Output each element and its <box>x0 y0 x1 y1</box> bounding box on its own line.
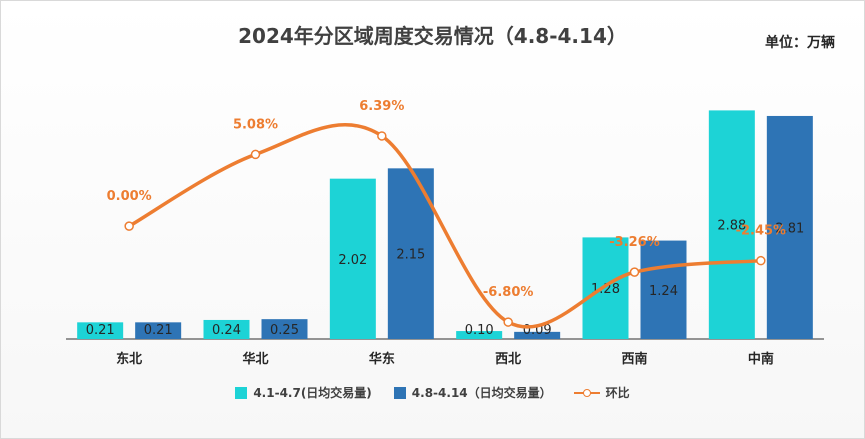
bar-value-label-1-华东: 2.02 <box>338 253 367 268</box>
bar-1-西南 <box>582 237 629 339</box>
bar-value-label-2-东北: 0.21 <box>144 323 173 338</box>
bar-2-华北 <box>261 319 308 339</box>
legend-item-mom[interactable]: 环比 <box>573 384 630 401</box>
mom-point-中南 <box>756 255 766 266</box>
unit-label: 单位：万辆 <box>765 35 835 51</box>
mom-point-东北 <box>124 221 134 231</box>
bar-1-华东 <box>329 178 376 339</box>
mom-label-华北: 5.08% <box>233 117 278 132</box>
bar-value-label-2-华北: 0.25 <box>270 323 299 338</box>
bar-1-东北 <box>77 322 124 339</box>
bar-1-华北 <box>203 319 250 339</box>
bar-value-label-1-中南: 2.88 <box>717 219 746 234</box>
bar-value-label-2-西南: 1.24 <box>649 284 678 299</box>
bar-value-label-1-东北: 0.21 <box>86 323 115 338</box>
legend-line-marker-icon <box>573 387 600 399</box>
mom-point-西北 <box>503 317 513 327</box>
legend-item-series-2[interactable]: 4.8-4.14（日均交易量） <box>393 384 552 401</box>
legend-swatch-series-1 <box>235 386 248 399</box>
chart-title: 2024年分区域周度交易情况（4.8-4.14） <box>238 24 627 48</box>
bar-value-label-1-西南: 1.28 <box>591 282 620 297</box>
bar-value-label-2-华东: 2.15 <box>396 248 425 263</box>
mom-label-华东: 6.39% <box>359 99 404 114</box>
legend: 4.1-4.7(日均交易量) 4.8-4.14（日均交易量） 环比 <box>0 384 865 401</box>
x-tick-label-华北: 华北 <box>242 351 268 367</box>
bar-2-西北 <box>514 331 561 339</box>
legend-swatch-series-2 <box>393 386 406 399</box>
legend-label-series-2: 4.8-4.14（日均交易量） <box>411 386 552 400</box>
bar-value-label-1-华北: 0.24 <box>212 323 241 338</box>
mom-point-华东 <box>377 131 387 141</box>
bar-2-东北 <box>135 322 182 339</box>
x-tick-label-华东: 华东 <box>369 351 395 367</box>
x-tick-label-东北: 东北 <box>116 351 142 367</box>
legend-item-series-1[interactable]: 4.1-4.7(日均交易量) <box>235 384 372 401</box>
bar-2-西南 <box>640 240 687 339</box>
bar-value-label-1-西北: 0.10 <box>465 323 494 338</box>
mom-point-西南 <box>629 267 640 277</box>
mom-label-东北: 0.00% <box>107 189 152 204</box>
mom-point-华北 <box>250 149 261 160</box>
x-tick-label-中南: 中南 <box>748 351 774 367</box>
legend-label-mom: 环比 <box>605 386 630 400</box>
bar-1-西北 <box>456 331 503 339</box>
mom-label-西北: -6.80% <box>483 285 534 300</box>
legend-label-series-1: 4.1-4.7(日均交易量) <box>253 386 372 400</box>
mom-label-西南: -3.26% <box>609 235 660 250</box>
bar-value-label-2-中南: 2.81 <box>775 221 804 236</box>
mom-label-中南: -2.45% <box>736 224 787 239</box>
bar-2-中南 <box>766 115 813 339</box>
bar-1-中南 <box>708 110 755 340</box>
x-tick-label-西北: 西北 <box>495 352 521 367</box>
x-tick-label-西南: 西南 <box>621 351 647 367</box>
